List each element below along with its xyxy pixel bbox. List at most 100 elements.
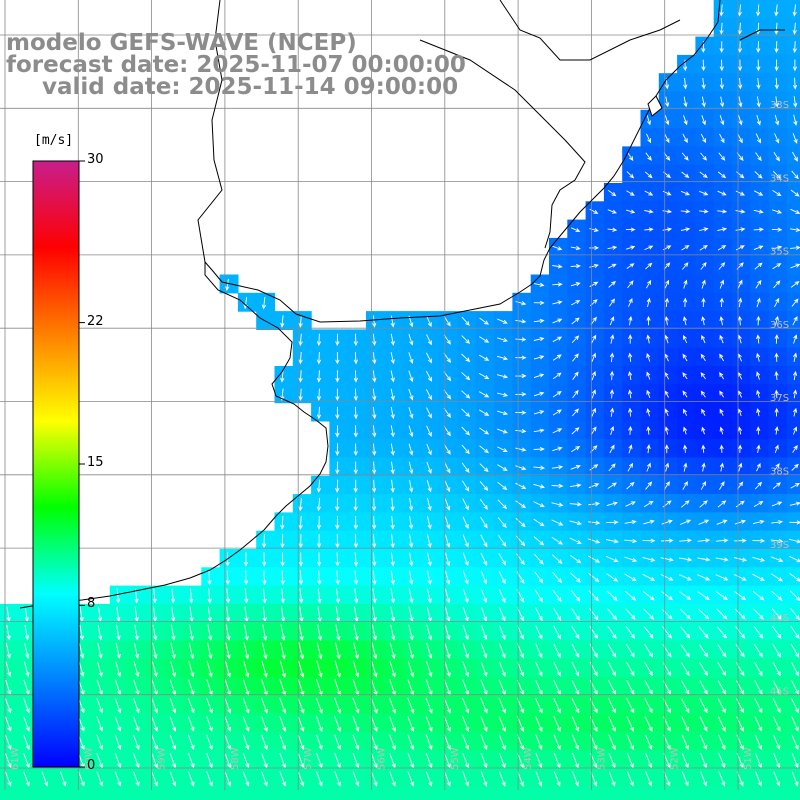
- wind-speed-cell: [329, 494, 349, 513]
- wind-arrow: [279, 734, 286, 751]
- wind-arrow: [479, 336, 490, 343]
- wind-speed-cell: [494, 329, 513, 349]
- wind-speed-cell: [366, 567, 385, 587]
- wind-speed-cell: [786, 0, 800, 19]
- wind-arrow: [243, 570, 249, 586]
- wind-arrow: [682, 262, 689, 270]
- wind-speed-cell: [585, 219, 605, 239]
- wind-arrow: [661, 519, 673, 525]
- wind-speed-cell: [329, 677, 349, 696]
- wind-speed-cell: [750, 274, 770, 294]
- wind-speed-cell: [18, 622, 38, 642]
- wind-arrow: [426, 534, 432, 549]
- wind-arrow: [664, 334, 669, 344]
- wind-arrow: [719, 59, 724, 72]
- wind-arrow: [352, 734, 360, 751]
- wind-speed-cell: [256, 292, 276, 312]
- wind-speed-cell: [439, 622, 459, 642]
- wind-speed-cell: [658, 622, 678, 642]
- wind-arrow: [588, 572, 600, 583]
- wind-arrow: [498, 607, 506, 622]
- wind-arrow: [533, 428, 545, 433]
- wind-speed-cell: [713, 384, 733, 404]
- wind-speed-cell: [237, 292, 257, 312]
- wind-speed-cell: [494, 713, 513, 733]
- wind-arrow: [664, 426, 669, 435]
- wind-arrow: [682, 372, 688, 380]
- wind-arrow: [699, 716, 708, 732]
- wind-speed-cell: [183, 695, 202, 715]
- wind-arrow: [790, 643, 800, 658]
- wind-speed-cell: [402, 713, 422, 733]
- wind-speed-cell: [457, 732, 477, 751]
- wind-arrow: [97, 624, 103, 641]
- wind-arrow: [552, 372, 562, 380]
- wind-speed-cell: [91, 677, 111, 696]
- colorbar-gradient: [32, 160, 80, 768]
- wind-arrow: [660, 538, 674, 543]
- wind-arrow: [353, 351, 358, 365]
- wind-arrow: [462, 606, 469, 622]
- wind-arrow: [515, 337, 527, 342]
- wind-speed-cell: [677, 329, 696, 349]
- wind-speed-cell: [658, 91, 678, 111]
- wind-speed-cell: [439, 695, 459, 715]
- wind-speed-cell: [402, 420, 422, 440]
- wind-arrow: [462, 771, 469, 787]
- wind-speed-cell: [366, 585, 385, 605]
- wind-arrow: [701, 426, 706, 435]
- wind-speed-cell: [768, 530, 788, 550]
- wind-speed-cell: [402, 585, 422, 605]
- wind-speed-cell: [219, 640, 239, 660]
- wind-speed-cell: [786, 256, 800, 276]
- wind-arrow: [792, 389, 798, 399]
- wind-speed-cell: [786, 54, 800, 74]
- wind-speed-cell: [530, 695, 550, 715]
- longitude-label: 53W: [596, 747, 607, 770]
- wind-arrow: [774, 334, 779, 344]
- wind-speed-cell: [439, 494, 459, 513]
- wind-speed-cell: [585, 786, 605, 800]
- wind-arrow: [755, 152, 762, 162]
- wind-speed-cell: [311, 640, 330, 660]
- wind-arrow: [792, 59, 798, 72]
- wind-speed-cell: [695, 91, 715, 111]
- wind-arrow: [462, 552, 469, 567]
- wind-arrow: [645, 152, 652, 161]
- wind-speed-cell: [530, 768, 550, 788]
- wind-arrow: [697, 557, 711, 562]
- wind-arrow: [426, 497, 432, 512]
- wind-speed-cell: [768, 219, 788, 239]
- wind-speed-cell: [475, 311, 495, 330]
- wind-arrow: [572, 353, 579, 362]
- wind-arrow: [700, 133, 707, 144]
- wind-speed-cell: [457, 439, 477, 459]
- wind-arrow: [498, 771, 506, 787]
- wind-arrow: [644, 644, 654, 658]
- wind-arrow: [664, 315, 669, 326]
- wind-arrow: [552, 589, 562, 603]
- wind-speed-cell: [237, 677, 257, 696]
- colorbar-units: [m/s]: [34, 133, 74, 148]
- wind-arrow: [23, 771, 30, 787]
- wind-arrow: [462, 498, 469, 511]
- wind-arrow: [753, 209, 764, 214]
- wind-speed-cell: [786, 366, 800, 385]
- wind-arrow: [533, 518, 545, 527]
- wind-arrow: [624, 519, 637, 525]
- wind-arrow: [169, 734, 177, 751]
- wind-arrow: [390, 624, 396, 641]
- wind-speed-cell: [732, 256, 751, 276]
- wind-arrow: [715, 538, 729, 543]
- wind-speed-cell: [366, 768, 385, 788]
- wind-speed-cell: [219, 713, 239, 733]
- wind-speed-cell: [732, 0, 751, 19]
- wind-arrow: [719, 372, 725, 380]
- wind-speed-cell: [695, 256, 715, 276]
- wind-arrow: [206, 697, 213, 714]
- wind-arrow: [551, 483, 564, 489]
- wind-speed-cell: [567, 311, 587, 330]
- wind-arrow: [425, 716, 433, 733]
- wind-arrow: [626, 679, 635, 695]
- wind-speed-cell: [530, 677, 550, 696]
